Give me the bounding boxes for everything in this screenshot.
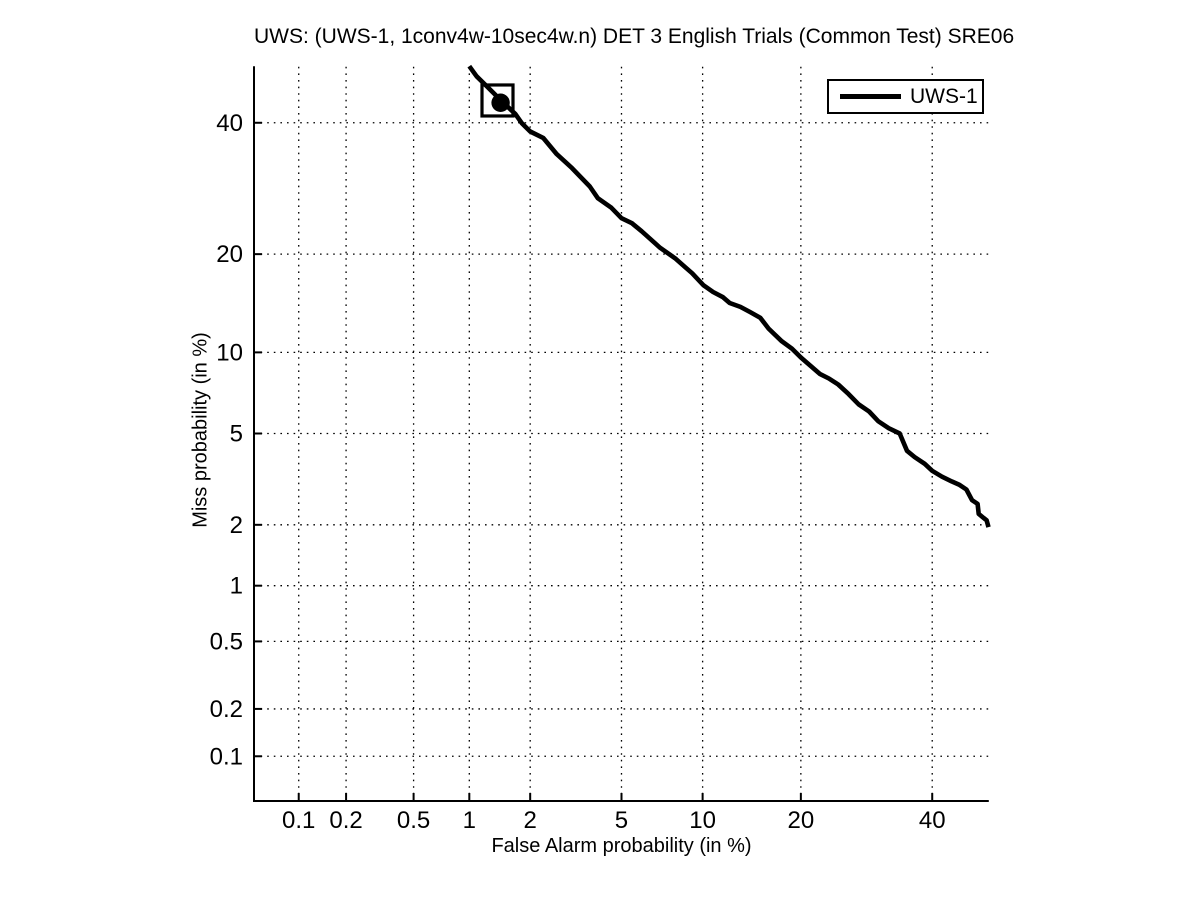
legend: UWS-1 [827, 79, 984, 114]
x-tick-label: 0.2 [329, 807, 362, 834]
x-tick-label: 2 [524, 807, 537, 834]
y-tick-label: 10 [216, 339, 243, 366]
x-tick-label: 40 [919, 807, 946, 834]
x-tick-label: 10 [689, 807, 716, 834]
x-tick-label: 5 [615, 807, 628, 834]
grid-lines [254, 66, 989, 801]
operating-point-dot-marker [491, 93, 510, 112]
plot-title: UWS: (UWS-1, 1conv4w-10sec4w.n) DET 3 En… [254, 25, 1015, 48]
y-tick-label: 0.2 [210, 696, 243, 723]
axes [253, 66, 989, 802]
legend-line-sample [840, 94, 901, 99]
det-curve [467, 64, 991, 528]
x-tick-label: 0.5 [397, 807, 430, 834]
y-tick-label: 40 [216, 110, 243, 137]
operating-point-square-marker [480, 83, 515, 118]
x-tick-label: 1 [463, 807, 476, 834]
y-tick-label: 20 [216, 241, 243, 268]
y-axis-label: Miss probability (in %) [189, 332, 212, 528]
tick-labels: 0.1 0.2 0.5 1 2 5 10 20 40 0.1 0.2 0.5 1 2 5 10 20 40 [210, 110, 946, 834]
x-axis-label: False Alarm probability (in %) [491, 835, 752, 857]
y-tick-label: 0.1 [210, 743, 243, 770]
y-tick-label: 0.5 [210, 628, 243, 655]
y-tick-label: 5 [230, 421, 243, 448]
y-tick-label: 1 [230, 573, 243, 600]
legend-entry-label: UWS-1 [910, 84, 978, 108]
x-tick-label: 20 [788, 807, 815, 834]
x-tick-label: 0.1 [282, 807, 315, 834]
y-tick-label: 2 [230, 512, 243, 539]
